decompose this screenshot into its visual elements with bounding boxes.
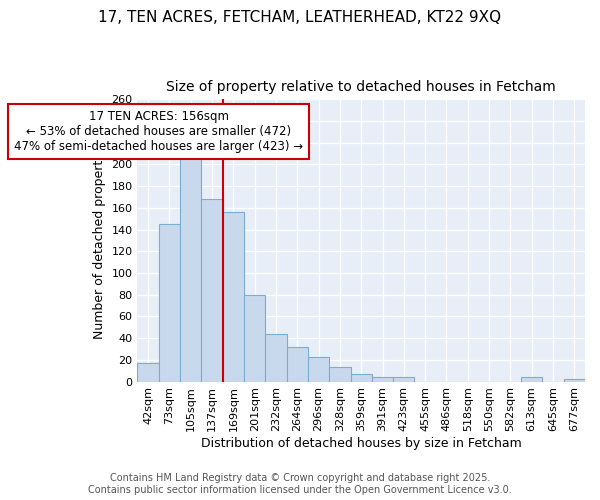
Bar (244, 294, 265, 382)
Bar (521, 377, 542, 382)
Text: 17 TEN ACRES: 156sqm
← 53% of detached houses are smaller (472)
47% of semi-deta: 17 TEN ACRES: 156sqm ← 53% of detached h… (14, 110, 303, 153)
Bar (329, 368, 350, 382)
Bar (180, 157, 202, 382)
Bar (223, 212, 244, 382)
Text: Contains HM Land Registry data © Crown copyright and database right 2025.
Contai: Contains HM Land Registry data © Crown c… (88, 474, 512, 495)
Bar (393, 377, 415, 382)
Bar (287, 347, 308, 382)
Bar (137, 363, 159, 382)
Text: 17, TEN ACRES, FETCHAM, LEATHERHEAD, KT22 9XQ: 17, TEN ACRES, FETCHAM, LEATHERHEAD, KT2… (98, 10, 502, 25)
Bar (159, 224, 180, 382)
Bar (563, 380, 585, 382)
Bar (372, 377, 393, 382)
X-axis label: Distribution of detached houses by size in Fetcham: Distribution of detached houses by size … (201, 437, 521, 450)
Y-axis label: Number of detached properties: Number of detached properties (93, 142, 106, 339)
Title: Size of property relative to detached houses in Fetcham: Size of property relative to detached ho… (166, 80, 556, 94)
Bar (202, 199, 223, 382)
Bar (265, 334, 287, 382)
Bar (350, 374, 372, 382)
Bar (308, 356, 329, 382)
